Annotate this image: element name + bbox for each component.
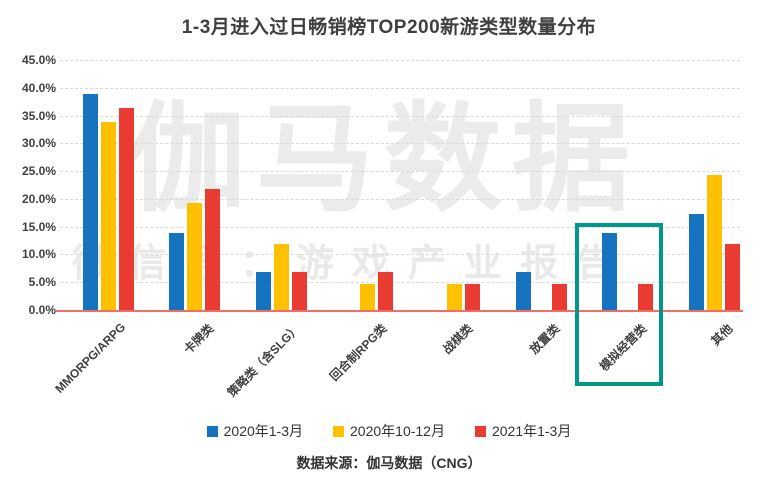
- y-tick-label-30.0%: 30.0%: [21, 136, 56, 151]
- bar-group-1: [169, 61, 221, 311]
- bar-s2-c1: [205, 188, 221, 311]
- legend-label: 2020年10-12月: [350, 423, 445, 439]
- bar-s0-c1: [169, 233, 185, 311]
- legend-label: 2021年1-3月: [491, 423, 572, 439]
- legend-swatch-icon: [474, 425, 486, 437]
- bar-s0-c5: [515, 272, 531, 311]
- y-tick-label-45.0%: 45.0%: [21, 53, 56, 67]
- bar-group-3: [342, 61, 394, 311]
- y-tick-label-25.0%: 25.0%: [21, 164, 56, 179]
- gridline-5: [60, 282, 740, 284]
- x-category-label-4: 战棋类: [440, 321, 476, 357]
- gridline-40: [60, 87, 740, 89]
- bar-s2-c0: [118, 108, 134, 311]
- x-category-label-1: 卡牌类: [180, 321, 216, 357]
- data-source-note: 数据来源：伽马数据（CNG）: [296, 455, 482, 471]
- bar-group-4: [429, 61, 480, 311]
- bar-s1-c1: [187, 202, 203, 311]
- bar-s0-c2: [255, 272, 271, 311]
- bar-group-7: [688, 61, 740, 311]
- y-tick-label-15.0%: 15.0%: [21, 219, 56, 234]
- x-axis-line: [56, 310, 743, 312]
- bar-s2-c5: [551, 283, 567, 311]
- x-category-label-5: 放置类: [526, 321, 563, 357]
- x-category-label-7: 其他: [708, 321, 736, 349]
- bar-group-2: [255, 61, 307, 311]
- bar-group-6: [602, 61, 654, 311]
- bar-s0-c7: [688, 213, 704, 311]
- bar-s2-c6: [638, 283, 654, 311]
- bar-s0-c0: [82, 94, 98, 311]
- legend-item-2: 2021年1-3月: [474, 421, 572, 441]
- legend-item-0: 2020年1-3月: [206, 421, 304, 441]
- legend: 2020年1-3月 2020年10-12月 2021年1-3月: [0, 421, 778, 441]
- gridline-15: [60, 226, 740, 228]
- bar-group-0: [82, 61, 134, 311]
- x-category-label-3: 回合制RPG类: [326, 321, 390, 384]
- bar-s1-c7: [706, 174, 722, 311]
- x-category-label-0: MMORPG/ARPG: [51, 320, 128, 396]
- x-category-label-2: 策略类（含SLG）: [224, 321, 303, 400]
- highlight-box-simulation-category: [575, 223, 663, 386]
- gridline-20: [60, 198, 740, 200]
- plot-area: [56, 60, 743, 312]
- gridline-25: [60, 171, 740, 173]
- gridline-35: [60, 115, 740, 117]
- gridline-10: [60, 254, 740, 256]
- y-tick-label-0.0%: 0.0%: [28, 303, 56, 317]
- legend-swatch-icon: [206, 425, 218, 437]
- gridline-45: [60, 60, 740, 61]
- bar-s1-c4: [446, 283, 462, 311]
- bar-s0-c6: [602, 233, 618, 311]
- bar-s2-c7: [724, 244, 740, 311]
- legend-item-1: 2020年10-12月: [333, 421, 445, 441]
- y-tick-label-5.0%: 5.0%: [28, 275, 56, 290]
- bar-s1-c0: [100, 122, 116, 311]
- bar-s1-c3: [360, 283, 376, 311]
- legend-swatch-icon: [333, 425, 345, 437]
- y-tick-label-40.0%: 40.0%: [21, 80, 56, 95]
- bar-s2-c2: [291, 272, 307, 311]
- y-tick-label-20.0%: 20.0%: [21, 191, 56, 206]
- y-tick-label-35.0%: 35.0%: [21, 108, 56, 123]
- bar-s1-c2: [273, 244, 289, 311]
- legend-label: 2020年1-3月: [223, 423, 304, 439]
- bar-s2-c4: [464, 283, 480, 311]
- gridline-30: [60, 143, 740, 145]
- bar-group-5: [515, 61, 567, 311]
- bar-s2-c3: [378, 272, 394, 311]
- chart-title: 1-3月进入过日畅销榜TOP200新游类型数量分布: [181, 17, 597, 38]
- y-tick-label-10.0%: 10.0%: [21, 247, 56, 262]
